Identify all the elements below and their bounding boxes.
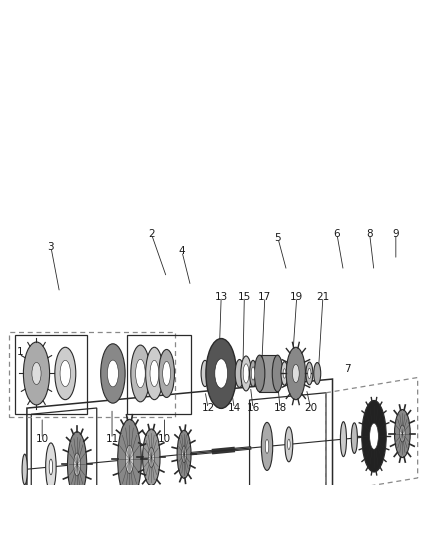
Ellipse shape — [308, 368, 311, 378]
Ellipse shape — [215, 359, 228, 388]
Ellipse shape — [314, 362, 321, 384]
Ellipse shape — [254, 355, 265, 392]
Text: 14: 14 — [228, 403, 241, 414]
Text: 8: 8 — [366, 229, 373, 239]
Ellipse shape — [281, 362, 288, 385]
Ellipse shape — [265, 439, 269, 454]
Ellipse shape — [241, 356, 251, 391]
Text: 20: 20 — [304, 403, 317, 414]
Text: 2: 2 — [148, 229, 155, 239]
Bar — [14, 335, 87, 414]
Ellipse shape — [143, 429, 160, 486]
Ellipse shape — [49, 459, 53, 475]
Text: 21: 21 — [316, 292, 329, 302]
Ellipse shape — [370, 424, 378, 449]
Ellipse shape — [46, 443, 56, 491]
Bar — [259, 355, 278, 392]
Ellipse shape — [125, 446, 134, 473]
Text: 5: 5 — [275, 233, 281, 243]
Ellipse shape — [399, 425, 405, 442]
Text: 1: 1 — [17, 346, 24, 357]
Ellipse shape — [288, 439, 290, 449]
Ellipse shape — [159, 350, 174, 398]
Text: 4: 4 — [179, 246, 185, 256]
Ellipse shape — [22, 454, 27, 484]
Ellipse shape — [60, 360, 71, 386]
Ellipse shape — [107, 360, 118, 387]
Ellipse shape — [272, 355, 283, 392]
Ellipse shape — [285, 427, 293, 462]
Ellipse shape — [146, 348, 163, 400]
Ellipse shape — [177, 430, 191, 478]
Ellipse shape — [286, 348, 305, 400]
Ellipse shape — [182, 446, 187, 463]
Text: 15: 15 — [238, 292, 251, 302]
Ellipse shape — [23, 342, 49, 405]
Ellipse shape — [370, 423, 378, 449]
Ellipse shape — [250, 360, 257, 386]
Ellipse shape — [362, 400, 386, 472]
Text: 12: 12 — [201, 403, 215, 414]
Ellipse shape — [148, 448, 154, 467]
Ellipse shape — [32, 362, 41, 384]
Ellipse shape — [261, 422, 273, 471]
Text: 16: 16 — [247, 403, 260, 414]
Ellipse shape — [293, 364, 299, 383]
Ellipse shape — [243, 364, 249, 383]
Ellipse shape — [395, 409, 410, 457]
Ellipse shape — [201, 360, 209, 386]
Text: 19: 19 — [290, 292, 304, 302]
Text: 18: 18 — [273, 403, 287, 414]
Ellipse shape — [150, 360, 159, 386]
Ellipse shape — [251, 367, 255, 380]
Ellipse shape — [101, 344, 125, 403]
Text: 11: 11 — [106, 434, 119, 444]
Ellipse shape — [131, 345, 150, 402]
Ellipse shape — [55, 348, 76, 400]
Ellipse shape — [351, 423, 357, 454]
Ellipse shape — [306, 362, 313, 385]
Text: 9: 9 — [392, 229, 399, 239]
Bar — [10, 332, 175, 417]
Text: 13: 13 — [215, 292, 228, 302]
Bar — [127, 335, 191, 414]
Text: 10: 10 — [158, 434, 171, 444]
Ellipse shape — [206, 338, 237, 408]
Ellipse shape — [74, 453, 81, 476]
Text: 10: 10 — [35, 434, 49, 444]
Ellipse shape — [67, 432, 87, 497]
Ellipse shape — [136, 359, 145, 387]
Text: 7: 7 — [344, 364, 350, 374]
Text: 6: 6 — [334, 229, 340, 239]
Text: 3: 3 — [48, 242, 54, 252]
Ellipse shape — [340, 422, 346, 457]
Ellipse shape — [235, 359, 244, 387]
Text: 17: 17 — [258, 292, 272, 302]
Ellipse shape — [118, 419, 141, 499]
Ellipse shape — [283, 369, 286, 378]
Ellipse shape — [162, 361, 170, 385]
